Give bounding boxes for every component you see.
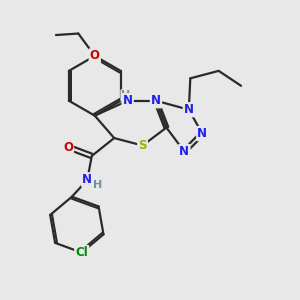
Text: N: N [197,127,207,140]
Text: O: O [63,140,73,154]
Text: N: N [123,94,133,107]
Text: H: H [122,90,131,100]
Text: Cl: Cl [75,246,88,259]
Text: N: N [82,173,92,186]
Text: O: O [90,50,100,62]
Text: N: N [184,103,194,116]
Text: N: N [179,145,189,158]
Text: N: N [151,94,161,107]
Text: S: S [138,139,147,152]
Text: H: H [93,180,102,190]
